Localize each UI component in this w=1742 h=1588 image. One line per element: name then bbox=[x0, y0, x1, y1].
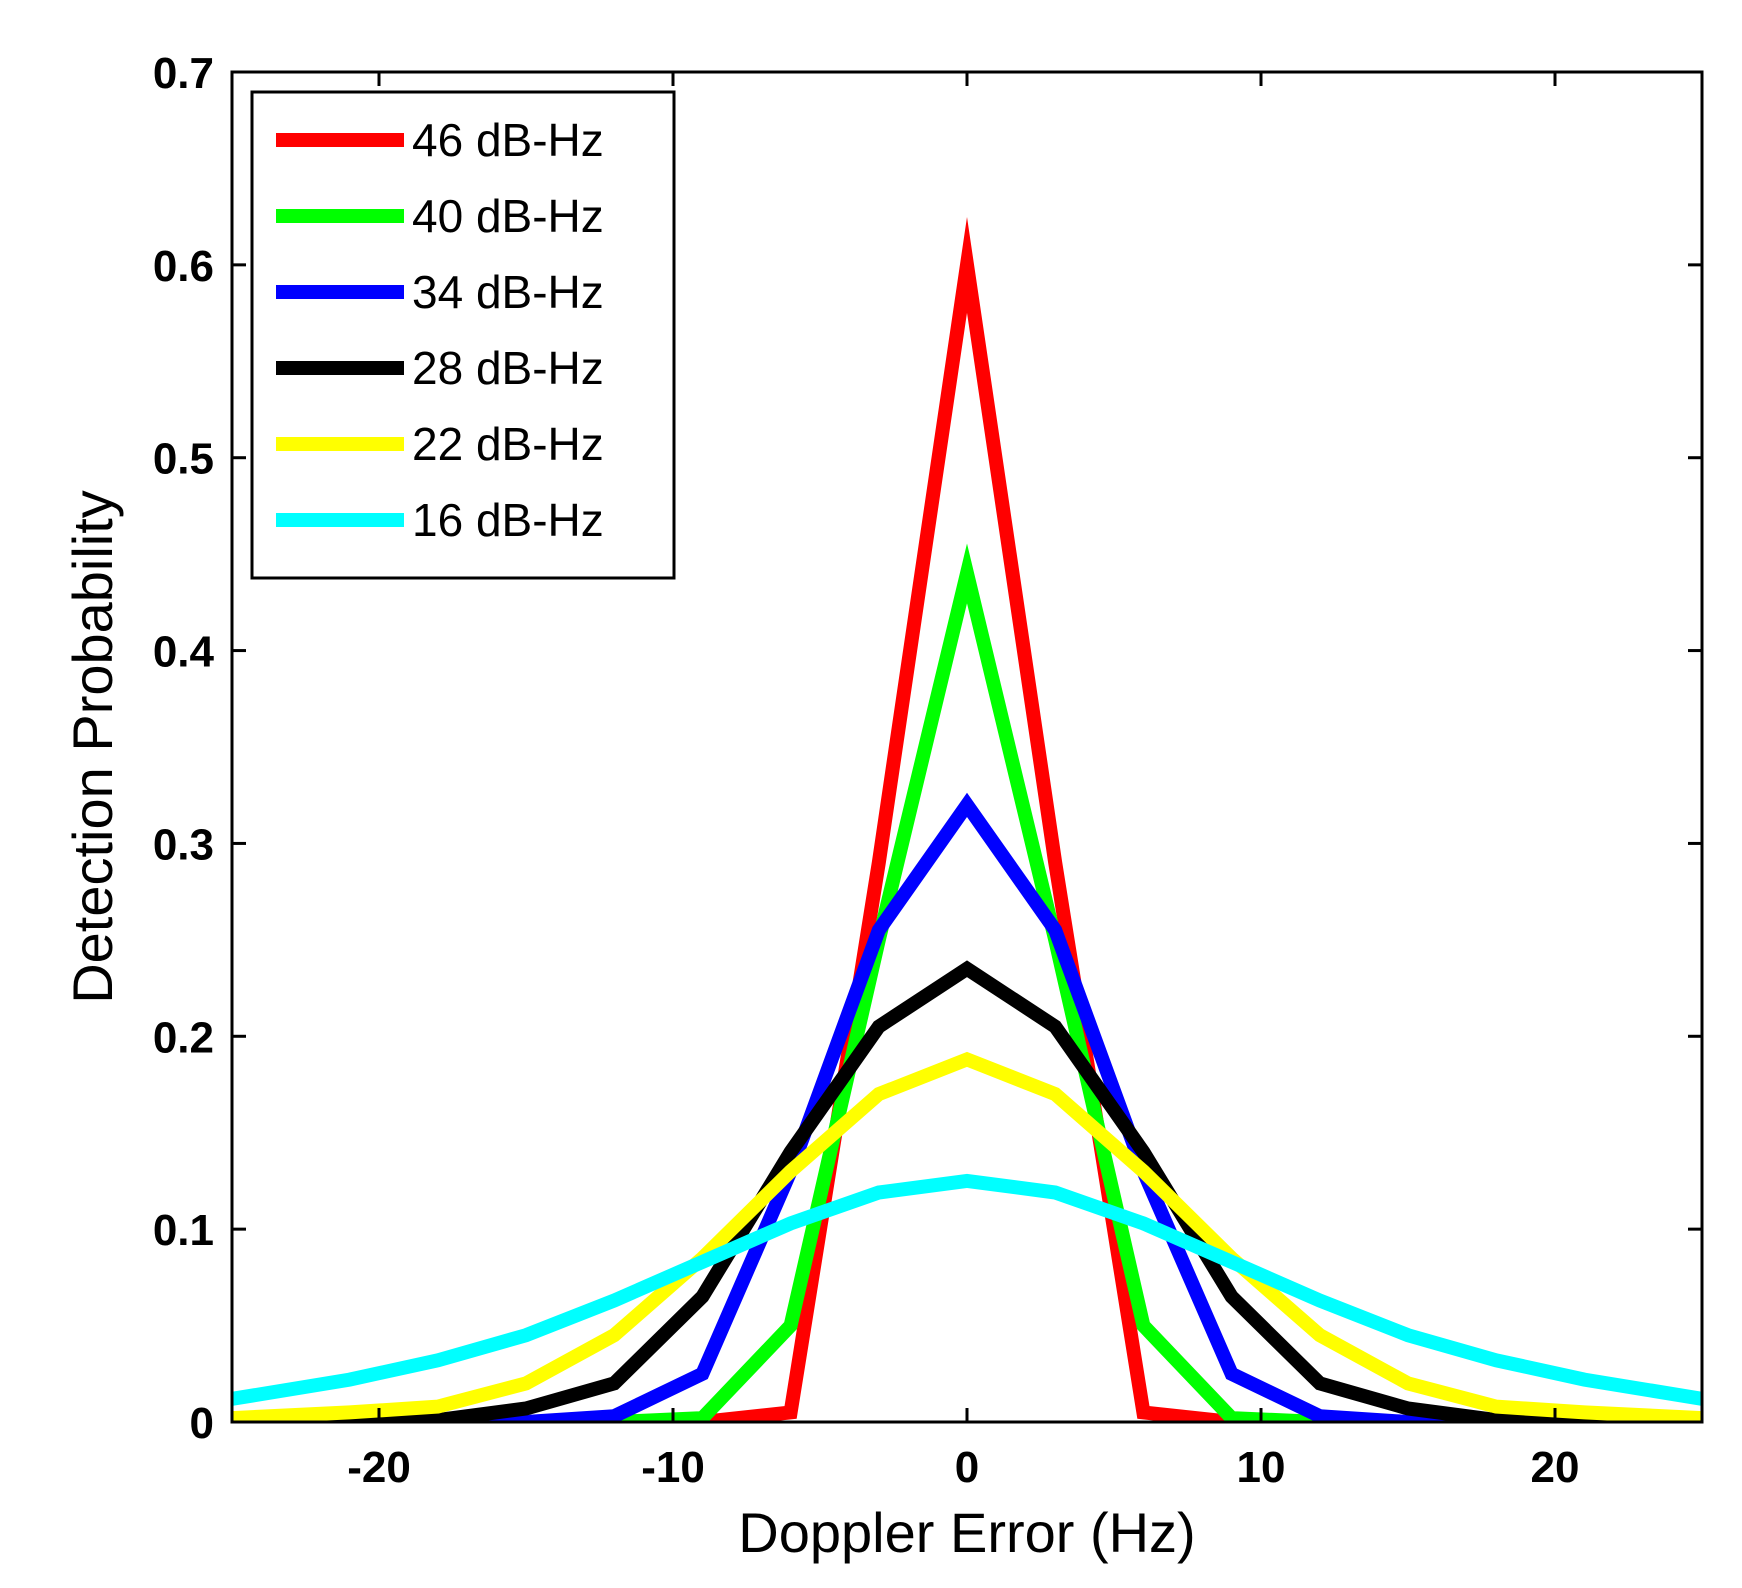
legend-box bbox=[250, 90, 676, 580]
legend-label: 34 dB-Hz bbox=[412, 266, 604, 318]
y-tick-label: 0.4 bbox=[153, 628, 215, 677]
series-line-40-db-hz bbox=[232, 543, 1702, 1422]
y-tick-label: 0.5 bbox=[153, 435, 214, 484]
y-tick-label: 0.7 bbox=[153, 49, 214, 98]
series-line-16-db-hz bbox=[232, 1173, 1702, 1406]
series-line-22-db-hz bbox=[232, 1051, 1702, 1422]
series-layer bbox=[232, 216, 1702, 1422]
legend-label: 46 dB-Hz bbox=[412, 114, 604, 166]
y-tick-label: 0.1 bbox=[153, 1206, 214, 1255]
x-tick-label: -10 bbox=[641, 1443, 705, 1492]
y-axis-label: Detection Probability bbox=[61, 490, 124, 1004]
series-line-28-db-hz bbox=[232, 960, 1702, 1422]
legend: 46 dB-Hz 40 dB-Hz 34 dB-Hz 28 dB-Hz 22 dB-Hz… bbox=[250, 90, 676, 580]
legend-label: 22 dB-Hz bbox=[412, 418, 604, 470]
x-axis-label: Doppler Error (Hz) bbox=[738, 1501, 1195, 1564]
x-tick-label: 0 bbox=[955, 1443, 979, 1492]
series-line-46-db-hz bbox=[232, 216, 1702, 1422]
y-tick-label: 0.6 bbox=[153, 242, 214, 291]
ticks-layer: -20 -10 0 10 20 0 0.1 0.2 0.3 0.4 0.5 0.6 0.7 bbox=[153, 49, 1702, 1492]
legend-label: 40 dB-Hz bbox=[412, 190, 604, 242]
series-line-34-db-hz bbox=[232, 792, 1702, 1422]
x-tick-label: -20 bbox=[347, 1443, 411, 1492]
y-tick-label: 0.3 bbox=[153, 820, 214, 869]
y-tick-label: 0 bbox=[190, 1399, 214, 1448]
x-tick-label: 20 bbox=[1531, 1443, 1580, 1492]
legend-label: 16 dB-Hz bbox=[412, 494, 604, 546]
y-tick-label: 0.2 bbox=[153, 1013, 214, 1062]
legend-label: 28 dB-Hz bbox=[412, 342, 604, 394]
x-tick-label: 10 bbox=[1237, 1443, 1286, 1492]
